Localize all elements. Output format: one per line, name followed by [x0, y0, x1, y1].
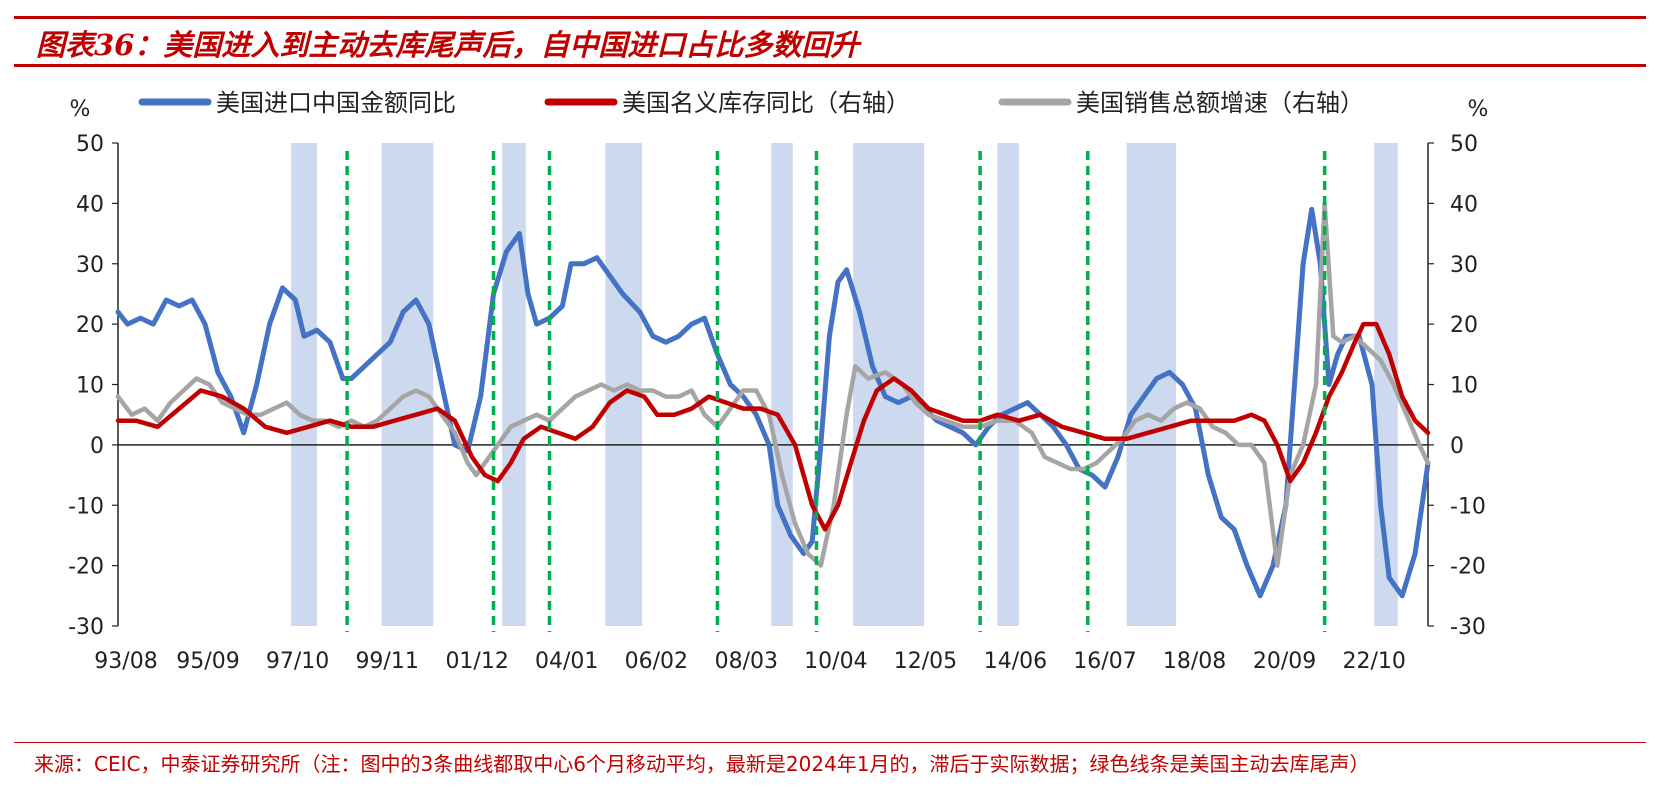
- y-left-tick-label: 30: [76, 253, 104, 278]
- y-right-tick-label: -10: [1450, 494, 1486, 519]
- y-left-tick-label: 50: [76, 132, 104, 157]
- x-tick-label: 08/03: [715, 649, 778, 674]
- legend: 美国进口中国金额同比 美国名义库存同比（右轴） 美国销售总额增速（右轴）: [138, 89, 1364, 117]
- x-tick-label: 22/10: [1342, 649, 1405, 674]
- x-tick-label: 12/05: [894, 649, 957, 674]
- x-tick-label: 95/09: [176, 649, 239, 674]
- series-line-0: [115, 206, 1431, 599]
- y-left-tick-label: 40: [76, 192, 104, 217]
- x-tick-label: 04/01: [535, 649, 598, 674]
- x-tick-label: 01/12: [445, 649, 508, 674]
- end-of-destocking-lines: [345, 151, 1327, 632]
- legend-label-0: 美国进口中国金额同比: [216, 89, 456, 117]
- shaded-period-2: [502, 143, 526, 626]
- y-right-tick-label: -30: [1450, 615, 1486, 640]
- y-right-tick-label: 40: [1450, 192, 1478, 217]
- y-right-tick-label: -20: [1450, 555, 1486, 580]
- legend-label-1: 美国名义库存同比（右轴）: [622, 89, 910, 117]
- y-left-unit-label: %: [70, 97, 91, 122]
- y-right-unit-label: %: [1468, 97, 1489, 122]
- tick-labels: 50 50 40 40 30 30 20 20 10 10 0 0 -10 -10 -20 -20 -30 -30…: [68, 97, 1488, 674]
- y-right-tick-label: 50: [1450, 132, 1478, 157]
- y-right-tick-label: 10: [1450, 374, 1478, 399]
- y-right-tick-label: 30: [1450, 253, 1478, 278]
- title-bottom-rule: [14, 64, 1646, 67]
- chart-canvas: 50 50 40 40 30 30 20 20 10 10 0 0 -10 -10 -20 -20 -30 -30…: [68, 89, 1488, 674]
- x-tick-label: 06/02: [625, 649, 688, 674]
- y-right-tick-label: 0: [1450, 434, 1464, 459]
- y-left-tick-label: 20: [76, 313, 104, 338]
- title-top-rule: [14, 16, 1646, 19]
- y-right-tick-label: 20: [1450, 313, 1478, 338]
- shaded-period-4: [771, 143, 793, 626]
- x-tick-label: 14/06: [984, 649, 1047, 674]
- shaded-period-1: [381, 143, 434, 626]
- series-lines: [115, 201, 1431, 599]
- x-tick-label: 20/09: [1253, 649, 1316, 674]
- legend-label-2: 美国销售总额增速（右轴）: [1076, 89, 1364, 117]
- shaded-period-6: [997, 143, 1019, 626]
- x-tick-label: 18/08: [1163, 649, 1226, 674]
- source-rule: [14, 742, 1646, 743]
- x-tick-label: 93/08: [94, 649, 157, 674]
- y-left-tick-label: 10: [76, 374, 104, 399]
- x-tick-label: 16/07: [1073, 649, 1136, 674]
- x-tick-label: 10/04: [804, 649, 867, 674]
- y-left-tick-label: 0: [90, 434, 104, 459]
- series-line-2: [115, 201, 1431, 568]
- shaded-period-0: [291, 143, 317, 626]
- shaded-periods: [291, 143, 1398, 626]
- y-left-tick-label: -10: [68, 494, 104, 519]
- x-tick-label: 97/10: [266, 649, 329, 674]
- y-left-tick-label: -30: [68, 615, 104, 640]
- x-tick-label: 99/11: [355, 649, 418, 674]
- figure-title: 图表36：美国进入到主动去库尾声后，自中国进口占比多数回升: [36, 28, 860, 62]
- series-line-1: [115, 321, 1431, 532]
- source-note: 来源：CEIC，中泰证券研究所（注：图中的3条曲线都取中心6个月移动平均，最新是…: [34, 752, 1370, 776]
- y-left-tick-label: -20: [68, 555, 104, 580]
